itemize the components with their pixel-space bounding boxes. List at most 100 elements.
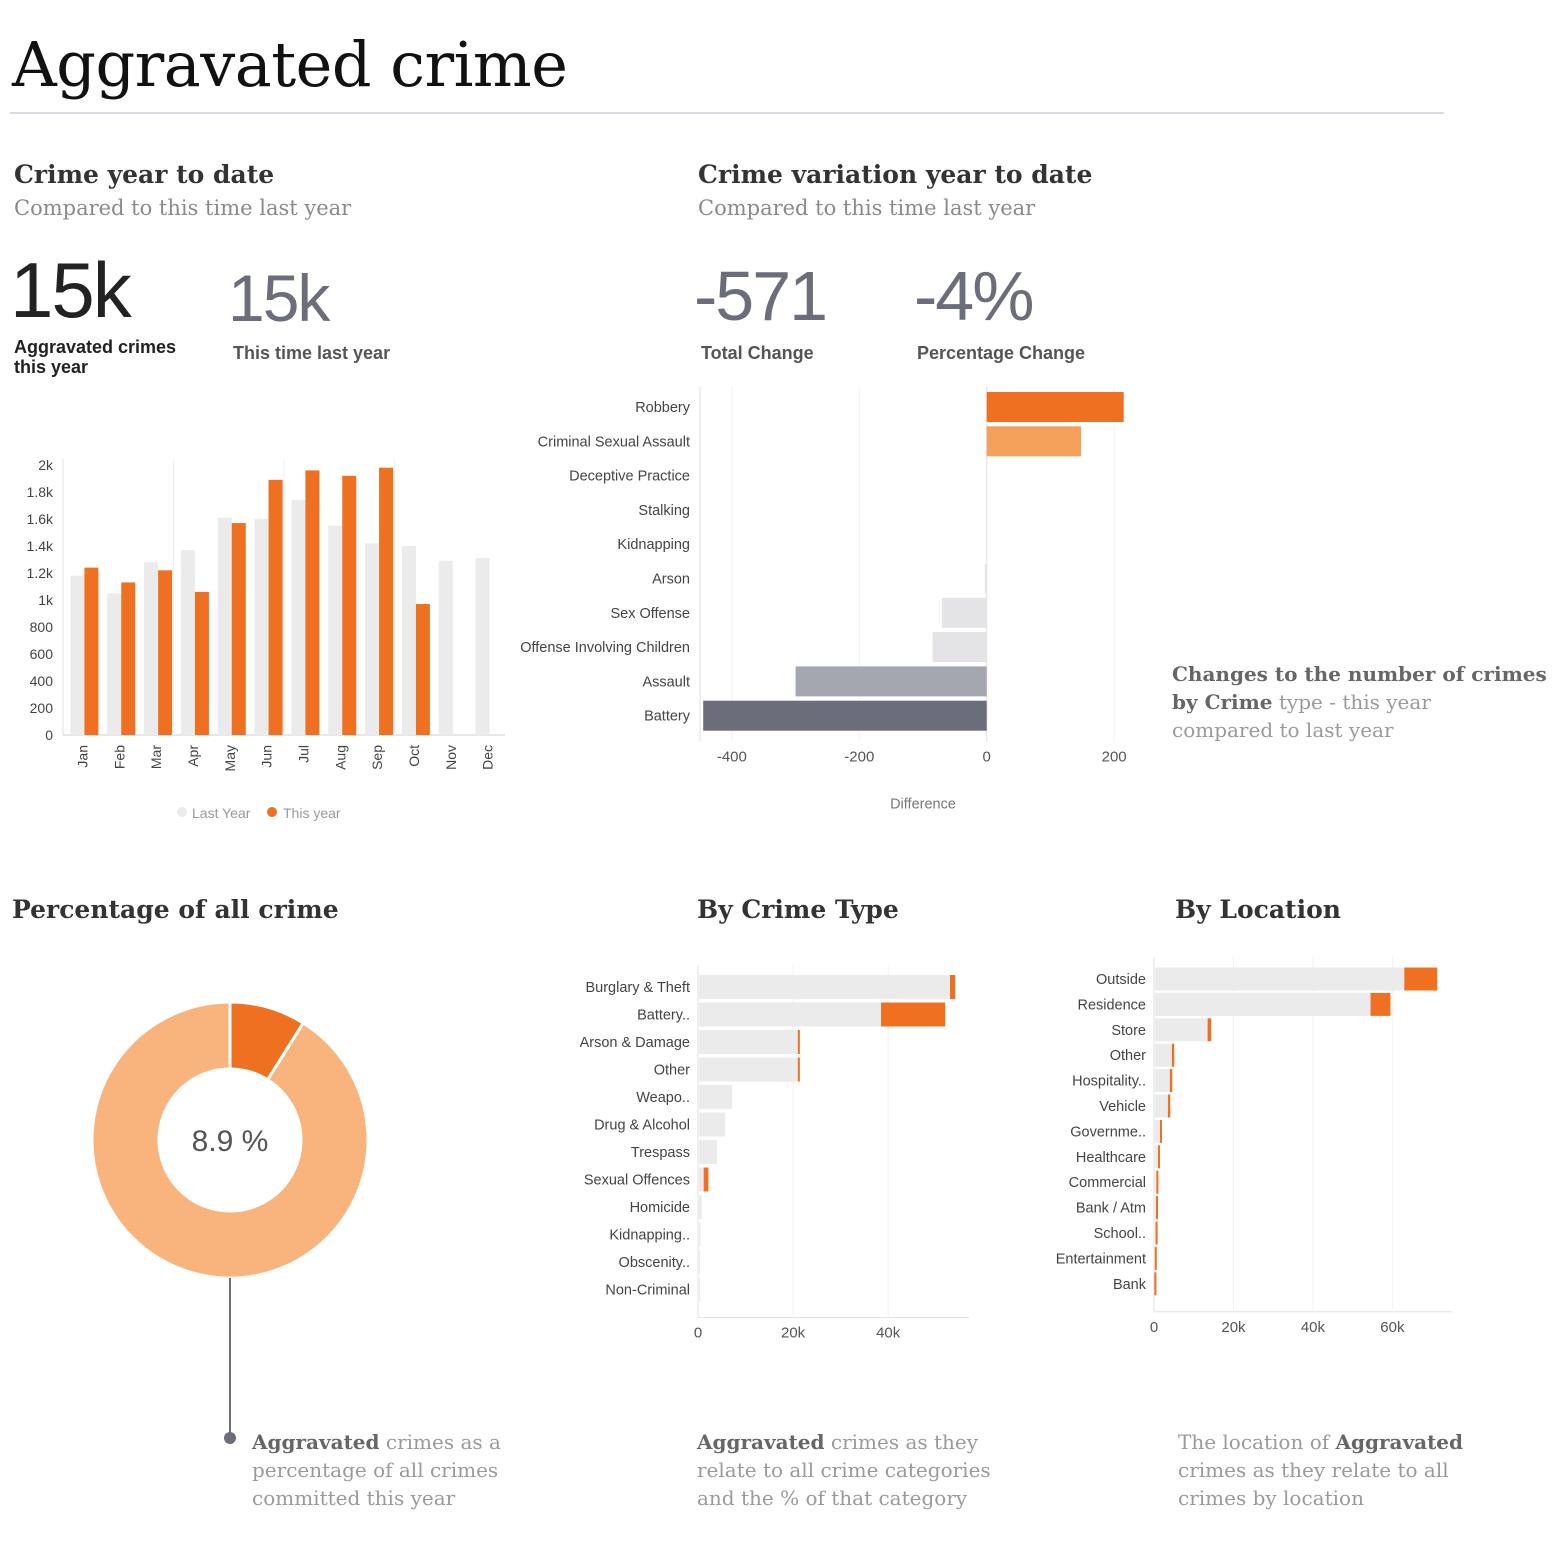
monthly-bar-last-year — [401, 546, 416, 735]
by-type-bar-all-crime — [699, 975, 951, 999]
variation-x-tick-label: -400 — [717, 749, 747, 766]
by-location-bar-aggravated — [1155, 1221, 1158, 1245]
by-location-x-tick-label: 0 — [1150, 1319, 1158, 1336]
by-type-category-label: Sexual Offences — [584, 1173, 690, 1189]
variation-bar — [986, 426, 1082, 457]
by-type-category-label: Other — [654, 1063, 690, 1079]
by-location-bar-aggravated — [1169, 1069, 1173, 1093]
monthly-bar-this-year — [121, 582, 136, 735]
variation-bar — [986, 392, 1124, 422]
monthly-x-tick-label: Sep — [369, 745, 385, 770]
variation-x-tick-label: -200 — [844, 749, 874, 766]
by-type-bar-aggravated — [881, 1002, 946, 1027]
by-location-category-label: Governme.. — [1070, 1124, 1146, 1140]
by-location-bar-all-crime — [1155, 967, 1406, 991]
by-type-category-label: Burglary & Theft — [585, 980, 690, 996]
monthly-x-tick-label: Jun — [259, 745, 275, 768]
monthly-y-tick-label: 200 — [30, 700, 54, 716]
monthly-x-tick-label: Jan — [74, 745, 90, 768]
monthly-bar-this-year — [342, 475, 357, 735]
by-location-category-label: Bank / Atm — [1076, 1201, 1146, 1217]
by-type-bar-all-crime — [699, 1250, 700, 1274]
by-location-bar-all-crime — [1155, 1069, 1171, 1093]
by-location-category-label: Other — [1110, 1048, 1146, 1064]
by-location-note-line3: crimes by location — [1178, 1486, 1364, 1510]
by-location-bar-aggravated — [1207, 1018, 1212, 1042]
monthly-y-tick-label: 1.8k — [27, 484, 54, 500]
by-type-bar-aggravated — [703, 1167, 709, 1192]
by-type-note-line1: crimes as they — [824, 1430, 979, 1454]
monthly-x-tick-label: Dec — [480, 745, 496, 770]
by-type-bar-all-crime — [699, 1030, 799, 1054]
monthly-bar-last-year — [365, 543, 380, 735]
by-type-bar-aggravated — [949, 975, 956, 999]
monthly-y-tick-label: 800 — [30, 619, 54, 635]
by-type-category-label: Drug & Alcohol — [594, 1118, 690, 1134]
variation-category-label: Sex Offense — [610, 606, 690, 622]
variation-note: Changes to the number of crimes by Crime… — [1172, 660, 1547, 744]
variation-bar — [703, 700, 987, 731]
by-location-note-line2: crimes as they relate to all — [1178, 1458, 1449, 1482]
by-type-note-line3: and the % of that category — [697, 1486, 968, 1510]
variation-category-label: Arson — [652, 572, 690, 588]
variation-title: Crime variation year to date — [698, 160, 1093, 189]
legend-last-year-swatch — [177, 807, 187, 817]
variation-bar — [942, 597, 987, 628]
by-location-bar-all-crime — [1155, 992, 1372, 1016]
by-type-bar-all-crime — [699, 1002, 883, 1027]
by-location-bar-aggravated — [1154, 1246, 1157, 1270]
by-type-note-bold: Aggravated — [697, 1430, 825, 1454]
by-type-category-label: Kidnapping.. — [609, 1228, 690, 1244]
monthly-y-tick-label: 1.6k — [27, 511, 54, 527]
by-type-bar-all-crime — [699, 1140, 718, 1164]
by-type-bar-all-crime — [699, 1222, 701, 1247]
ytd-this-year-label-line1: Aggravated crimes — [14, 337, 177, 357]
by-type-category-label: Arson & Damage — [580, 1035, 690, 1051]
monthly-y-tick-label: 0 — [45, 727, 53, 743]
by-location-bar-aggravated — [1155, 1196, 1158, 1220]
monthly-bar-last-year — [475, 558, 490, 735]
monthly-bar-this-year — [415, 604, 430, 735]
by-type-category-label: Homicide — [630, 1200, 690, 1216]
ytd-title: Crime year to date — [14, 160, 275, 189]
by-location-category-label: Bank — [1113, 1277, 1147, 1293]
by-location-category-label: Healthcare — [1076, 1150, 1146, 1166]
percentage-note-line3: committed this year — [252, 1486, 456, 1510]
monthly-bar-this-year — [84, 567, 99, 735]
by-location-bar-all-crime — [1155, 1119, 1161, 1143]
by-location-bar-all-crime — [1155, 1170, 1158, 1194]
monthly-bar-last-year — [107, 593, 122, 735]
by-type-category-label: Trespass — [631, 1145, 690, 1161]
monthly-bar-this-year — [305, 470, 320, 735]
donut-center-label: 8.9 % — [192, 1125, 269, 1158]
variation-category-label: Offense Involving Children — [520, 640, 690, 656]
by-type-bar-all-crime — [699, 1057, 799, 1082]
by-location-bar-aggravated — [1154, 1272, 1157, 1296]
ytd-last-year-label: This time last year — [233, 343, 391, 363]
by-location-bar-all-crime — [1155, 1094, 1169, 1118]
monthly-bar-this-year — [379, 467, 394, 735]
monthly-bar-last-year — [291, 500, 306, 735]
by-location-note: The location of Aggravated crimes as the… — [1178, 1428, 1463, 1512]
by-location-bar-aggravated — [1156, 1170, 1159, 1194]
variation-total-value: -571 — [694, 257, 828, 335]
monthly-bar-last-year — [328, 525, 343, 735]
monthly-y-tick-label: 1.2k — [27, 565, 54, 581]
page-title: Aggravated crime — [12, 28, 568, 101]
variation-bar — [795, 666, 987, 697]
variation-category-label: Battery — [644, 709, 691, 725]
by-location-note-bold: Aggravated — [1335, 1430, 1464, 1454]
by-location-category-label: Residence — [1077, 997, 1146, 1013]
variation-category-label: Stalking — [638, 503, 690, 519]
by-location-bar-all-crime — [1155, 1018, 1209, 1042]
variation-pct-label: Percentage Change — [917, 343, 1086, 363]
percentage-note-bold: Aggravated — [252, 1430, 380, 1454]
ytd-subtitle: Compared to this time last year — [14, 196, 352, 220]
legend-this-year-swatch — [267, 807, 277, 817]
title-divider — [10, 112, 1444, 114]
monthly-bar-last-year — [70, 575, 85, 735]
variation-note-line1: Changes to the number of crimes — [1172, 662, 1547, 686]
by-type-bar-all-crime — [699, 1112, 726, 1137]
by-location-title: By Location — [1175, 895, 1341, 924]
